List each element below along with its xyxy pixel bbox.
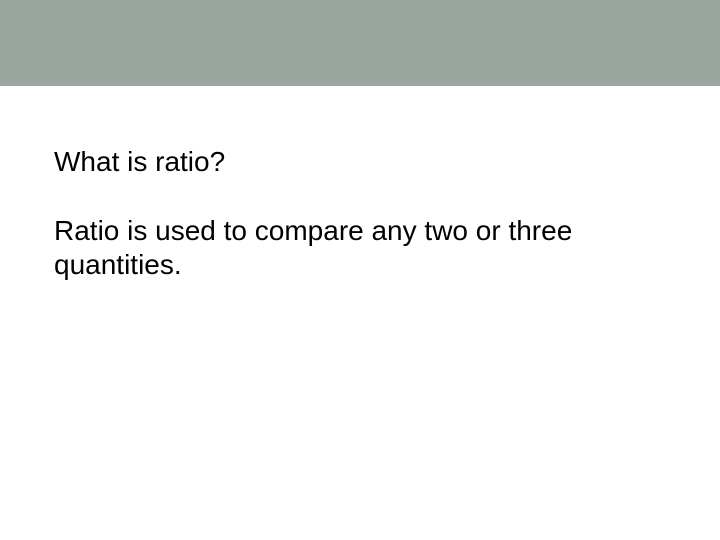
slide-title: What is ratio? bbox=[54, 146, 666, 178]
header-band bbox=[0, 0, 720, 86]
slide-body-text: Ratio is used to compare any two or thre… bbox=[54, 214, 666, 281]
content-area: What is ratio? Ratio is used to compare … bbox=[0, 146, 720, 281]
